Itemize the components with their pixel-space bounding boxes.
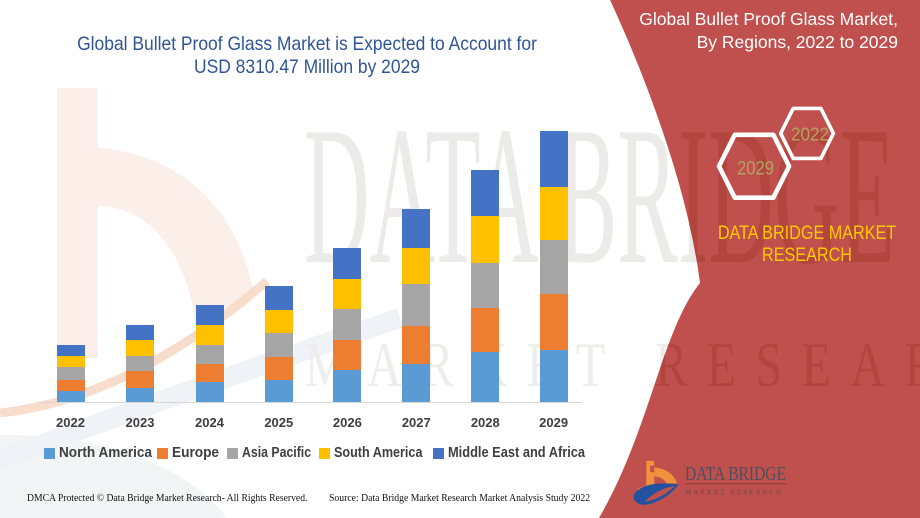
svg-text:DATA BRIDGE: DATA BRIDGE [304,86,895,305]
svg-text:2022: 2022 [791,124,829,145]
svg-text:MARKET RESEARCH: MARKET RESEARCH [685,489,783,497]
svg-text:DATA BRIDGE: DATA BRIDGE [685,463,786,485]
svg-text:2029: 2029 [737,157,774,179]
svg-text:MARKET RESEARCH: MARKET RESEARCH [305,331,920,401]
